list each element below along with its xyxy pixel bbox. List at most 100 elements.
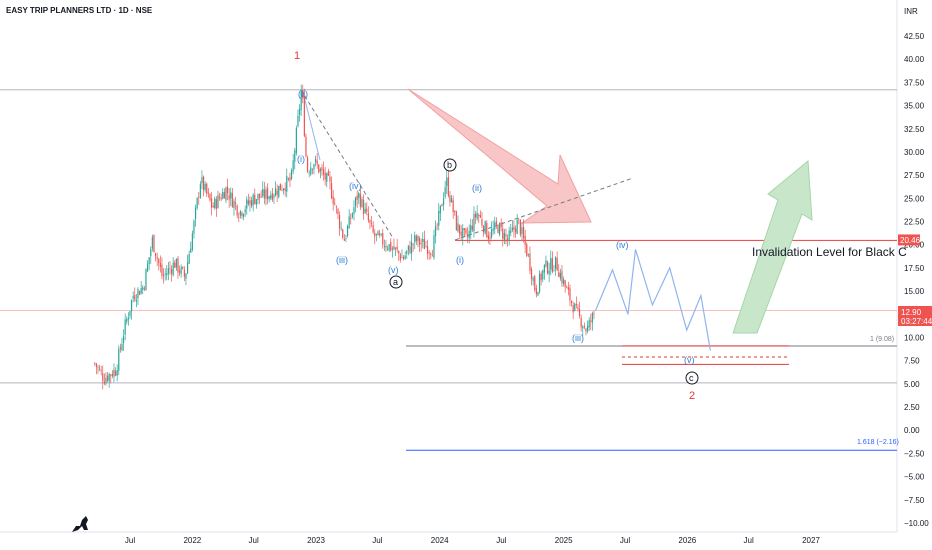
candle-body (194, 207, 197, 219)
projection-path (594, 249, 711, 351)
candle-body (396, 246, 398, 250)
wave-label-iii-c: (iii) (572, 333, 584, 343)
candle-body (462, 228, 464, 238)
candle-body (383, 245, 385, 247)
candle-body (529, 253, 531, 271)
candle-body (430, 253, 432, 255)
candle-body (193, 220, 195, 234)
candle-body (390, 242, 392, 251)
candle-body (343, 239, 345, 241)
candle-body (582, 327, 584, 329)
candle-body (521, 227, 523, 234)
candle-body (495, 221, 497, 225)
candle-body (217, 195, 219, 209)
candle-body (537, 292, 539, 296)
candle-body (214, 198, 216, 208)
candle-body (257, 193, 259, 200)
candle-body (433, 235, 435, 258)
candle-body (298, 108, 301, 115)
candle-body (586, 325, 589, 332)
wave-label-iii-a: (iii) (336, 255, 348, 265)
x-tick-label: Jul (496, 536, 506, 545)
candle-body (473, 214, 475, 232)
x-tick-label: 2026 (678, 536, 696, 545)
candle-body (545, 260, 547, 267)
candle-body (482, 226, 485, 233)
horizontal-levels (0, 89, 897, 451)
candle-body (186, 262, 189, 274)
wave-circle-a (389, 275, 403, 289)
candle-body (314, 158, 317, 163)
x-tick-label: 2023 (307, 536, 325, 545)
candle-body (151, 236, 153, 249)
candle-body (313, 164, 315, 170)
candle-body (108, 373, 110, 382)
candle-body (308, 172, 310, 174)
candle-body (130, 300, 133, 312)
candle-body (122, 336, 125, 343)
candle-body (356, 195, 358, 200)
candle-body (426, 246, 429, 255)
invalidation-price-tag (898, 234, 920, 246)
candle-body (391, 248, 393, 250)
candle-body (114, 370, 117, 376)
countdown-text: 03:27:44 (901, 317, 932, 326)
candle-body (434, 226, 437, 236)
candle-body (574, 303, 576, 312)
y-tick-label: 22.50 (904, 218, 925, 227)
candle-body (505, 234, 507, 237)
candle-body (455, 211, 457, 231)
candle-body (398, 251, 400, 254)
candle-body (276, 190, 278, 195)
candle-body (580, 317, 582, 328)
wave-label-a: a (393, 277, 398, 287)
candle-body (452, 200, 454, 213)
candle-body (431, 255, 433, 257)
candle-body (289, 177, 291, 181)
candle-body (97, 367, 99, 369)
y-tick-label: 2.50 (904, 403, 920, 412)
candle-body (593, 313, 595, 315)
candle-body (465, 228, 467, 234)
candle-body (458, 224, 461, 234)
candle-body (548, 270, 550, 275)
candle-body (546, 261, 549, 274)
candle-body (380, 233, 382, 235)
y-tick-label: 32.50 (904, 125, 925, 134)
candle-body (327, 170, 329, 176)
tradingview-logo[interactable] (72, 516, 88, 532)
candle-body (583, 325, 585, 328)
candle-body (346, 226, 349, 237)
candle-body (300, 91, 302, 110)
candle-body (506, 238, 509, 241)
candle-body (262, 188, 264, 196)
candle-body (564, 280, 566, 288)
candle-body (167, 268, 169, 274)
candle-body (318, 164, 320, 173)
candle-body (543, 264, 545, 273)
candle-body (362, 199, 365, 214)
candle-body (207, 192, 209, 194)
candle-body (420, 243, 422, 245)
candle-body (353, 207, 355, 215)
candle-body (354, 197, 357, 207)
candle-body (369, 220, 371, 223)
trendline-1 (300, 89, 394, 239)
x-tick-label: 2027 (802, 536, 820, 545)
candle-body (444, 187, 446, 197)
candle-body (250, 200, 253, 207)
wave-label-red-1: 1 (294, 50, 300, 62)
y-tick-label: 25.00 (904, 194, 925, 203)
x-tick-label: 2022 (183, 536, 201, 545)
candle-body (442, 198, 445, 205)
wave-circle-c (685, 371, 699, 385)
candle-body (439, 205, 441, 214)
wave-label-iv-projected: (iv) (616, 240, 629, 250)
candle-body (514, 228, 517, 233)
candle-body (310, 167, 312, 175)
candle-body (204, 183, 206, 190)
candle-body (479, 215, 481, 218)
candle-body (572, 305, 574, 313)
wave-label-c: c (689, 373, 694, 383)
candle-body (518, 218, 520, 220)
